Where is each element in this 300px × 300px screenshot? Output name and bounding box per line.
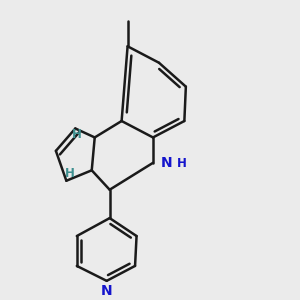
Text: N: N xyxy=(101,284,112,298)
Text: H: H xyxy=(72,128,82,141)
Text: N: N xyxy=(160,156,172,170)
Text: H: H xyxy=(176,157,186,170)
Text: H: H xyxy=(64,167,74,180)
